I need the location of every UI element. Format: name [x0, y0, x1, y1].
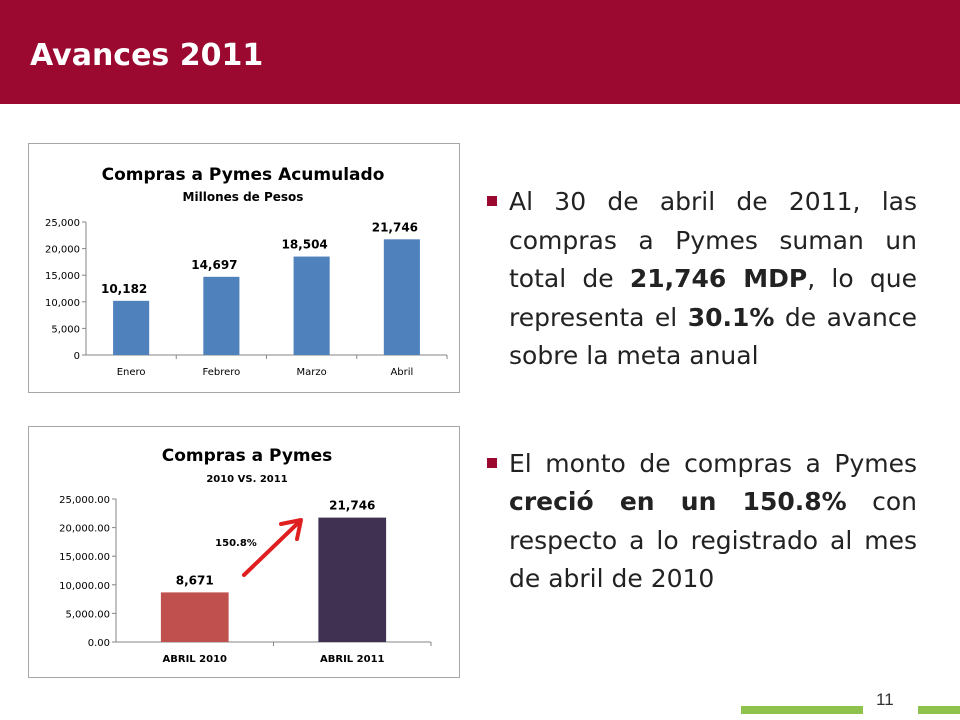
y-tick-label: 15,000.00: [59, 552, 110, 563]
y-tick-label: 25,000.00: [59, 495, 110, 506]
bar: [383, 239, 420, 355]
chart-title: Compras a Pymes Acumulado: [102, 165, 385, 185]
data-label: 21,746: [372, 220, 418, 234]
y-tick-label: 0: [74, 351, 80, 362]
growth-arrow-icon: [242, 518, 303, 577]
bullet-text-part: con respecto a lo registrado al mes de a…: [509, 487, 917, 593]
bullet-text-part: Al 30 de abril de 2011, las compras a Py…: [509, 187, 917, 293]
x-tick-label: Marzo: [297, 367, 327, 378]
bullet-list: Al 30 de abril de 2011, las compras a Py…: [487, 183, 917, 599]
bar: [293, 256, 330, 355]
growth-annotation: 150.8%: [215, 538, 257, 549]
bullet-text-part: de avance sobre la meta anual: [509, 302, 917, 371]
bullet-text: Al 30 de abril de 2011, las compras a Py…: [509, 187, 917, 370]
bullet-text-bold: 30.1%: [687, 302, 775, 332]
chart-subtitle: Millones de Pesos: [183, 190, 304, 204]
bullet-text-bold: creció en un 150.8%: [509, 487, 847, 516]
data-label: 10,182: [101, 282, 147, 296]
data-label: 8,671: [176, 573, 214, 587]
y-tick-label: 20,000.00: [59, 524, 110, 535]
page-number: 11: [876, 690, 894, 709]
x-tick-label: Enero: [117, 367, 146, 378]
data-label: 21,746: [329, 499, 375, 513]
y-tick-label: 5,000: [51, 324, 80, 335]
bar: [318, 517, 387, 642]
square-bullet-icon: [487, 196, 497, 206]
y-tick-label: 20,000: [45, 245, 80, 256]
bullet-item: El monto de compras a Pymes creció en un…: [487, 445, 917, 599]
bullet-text: El monto de compras a Pymes creció en un…: [509, 449, 917, 594]
x-tick-label: ABRIL 2010: [163, 654, 228, 665]
title-banner: Avances 2011: [0, 0, 960, 104]
square-bullet-icon: [487, 457, 497, 468]
chart-title: Compras a Pymes: [162, 446, 333, 466]
y-tick-label: 15,000: [45, 271, 80, 282]
y-tick-label: 5,000.00: [65, 609, 110, 620]
bullet-text-part: El monto de compras a Pymes: [509, 448, 917, 478]
slide-title: Avances 2011: [30, 38, 264, 73]
bullet-text-part: , lo que representa el: [509, 264, 917, 332]
x-tick-label: ABRIL 2011: [320, 654, 385, 665]
y-tick-label: 10,000.00: [59, 581, 110, 592]
x-tick-label: Febrero: [202, 367, 240, 378]
footer-accent-bar: [741, 706, 863, 714]
y-tick-label: 0.00: [88, 638, 110, 649]
chart-compras-2010-vs-2011-svg: Compras a Pymes 2010 VS. 2011 150.8% 0.0…: [59, 446, 432, 665]
y-tick-label: 25,000: [45, 218, 80, 229]
bar: [113, 300, 150, 355]
data-label: 18,504: [281, 238, 327, 252]
chart-compras-acumulado-svg: Compras a Pymes Acumulado Millones de Pe…: [45, 165, 448, 378]
bar: [203, 276, 240, 355]
bullet-text-bold: 21,746 MDP: [629, 264, 808, 293]
chart-compras-2010-vs-2011: Compras a Pymes 2010 VS. 2011 150.8% 0.0…: [28, 426, 460, 678]
bullet-item: Al 30 de abril de 2011, las compras a Py…: [487, 183, 917, 376]
y-tick-label: 10,000: [45, 298, 80, 309]
chart-subtitle: 2010 VS. 2011: [206, 474, 287, 485]
chart-compras-acumulado: Compras a Pymes Acumulado Millones de Pe…: [28, 143, 460, 393]
bar: [160, 592, 229, 642]
footer-accent-bar: [918, 706, 960, 714]
data-label: 14,697: [191, 258, 237, 272]
x-tick-label: Abril: [390, 367, 413, 378]
